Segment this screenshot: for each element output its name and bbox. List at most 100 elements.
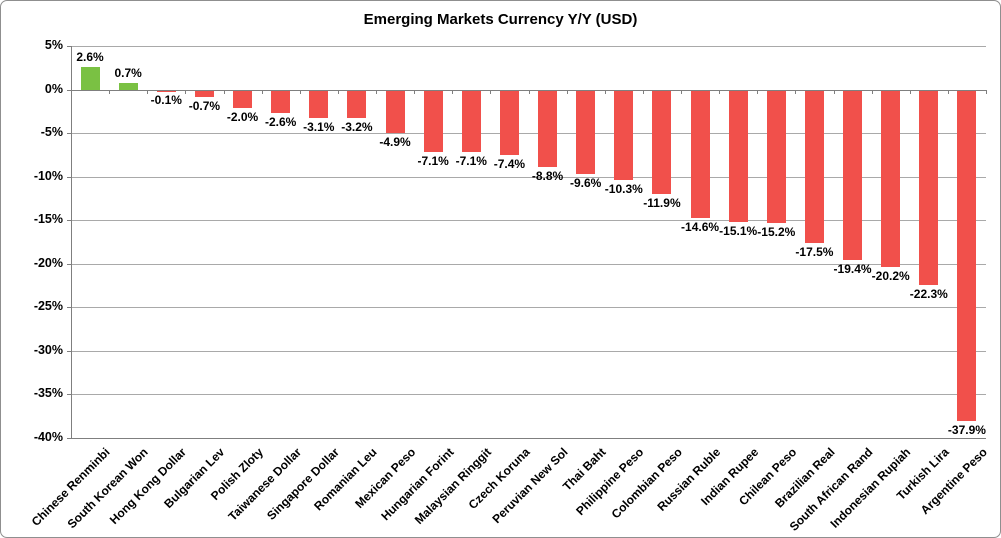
value-label: -7.1%: [417, 154, 449, 169]
value-label: -14.6%: [681, 219, 720, 234]
gridline: [71, 438, 986, 439]
bar-chilean-peso: [766, 90, 786, 223]
gridline: [71, 46, 986, 47]
y-axis-tick: [67, 176, 71, 178]
y-axis-label: -15%: [33, 212, 63, 227]
y-axis-label: -30%: [33, 342, 63, 357]
y-axis-label: 0%: [44, 81, 63, 96]
y-axis-tick: [67, 350, 71, 352]
y-axis-label: 5%: [44, 38, 63, 52]
y-axis-label: -10%: [33, 168, 63, 183]
bar-hungarian-forint: [423, 90, 443, 153]
category-tick: [909, 89, 911, 94]
bar-mexican-peso: [385, 90, 405, 134]
category-tick: [642, 89, 644, 94]
bar-russian-ruble: [690, 90, 710, 218]
category-tick: [71, 89, 72, 94]
bar-chinese-renminbi: [80, 66, 100, 90]
bar-taiwanese-dollar: [271, 90, 291, 114]
category-tick: [719, 89, 721, 94]
chart-title: Emerging Markets Currency Y/Y (USD): [363, 11, 638, 28]
y-axis-tick: [67, 46, 71, 47]
value-label: -11.9%: [643, 196, 681, 211]
bar-peruvian-new-sol: [538, 90, 558, 168]
category-tick: [681, 89, 682, 94]
gridline: [71, 394, 986, 396]
bar-hong-kong-dollar: [156, 90, 176, 92]
bar-polish-zloty: [233, 90, 253, 108]
y-axis-tick: [67, 220, 71, 222]
value-label: -2.6%: [265, 115, 297, 130]
category-tick: [337, 89, 339, 94]
y-axis-tick: [67, 89, 71, 91]
gridline: [71, 307, 986, 309]
value-label: -20.2%: [871, 268, 910, 283]
y-axis-label: -40%: [33, 430, 63, 444]
category-tick: [795, 89, 797, 94]
category-tick: [566, 89, 568, 94]
bar-indian-rupee: [728, 90, 748, 223]
value-label: -0.7%: [188, 98, 221, 113]
gridline: [71, 350, 986, 352]
gridline: [71, 176, 986, 178]
value-label: -22.3%: [909, 286, 948, 301]
value-label: 2.6%: [76, 49, 104, 64]
category-tick: [147, 89, 149, 94]
value-label: -7.1%: [455, 154, 487, 169]
category-tick: [947, 89, 949, 94]
bar-south-african-rand: [843, 90, 863, 260]
category-tick: [452, 89, 454, 94]
bar-colombian-peso: [652, 90, 672, 195]
x-axis-label: Argentine Peso: [917, 445, 990, 518]
category-tick: [871, 89, 873, 94]
bar-romanian-leu: [347, 90, 367, 119]
category-tick: [376, 89, 377, 94]
y-axis-label: -5%: [40, 125, 63, 140]
value-label: 0.7%: [114, 66, 142, 81]
bar-thai-baht: [576, 90, 596, 175]
bar-argentine-peso: [957, 90, 977, 421]
bar-philippine-peso: [614, 90, 634, 181]
value-label: -4.9%: [379, 135, 411, 150]
bar-singapore-dollar: [309, 90, 329, 118]
y-axis-label: -35%: [33, 386, 63, 401]
value-label: -15.2%: [757, 224, 796, 239]
bar-brazilian-real: [804, 90, 824, 243]
value-label: -9.6%: [570, 176, 602, 191]
category-tick: [490, 89, 492, 94]
y-axis-tick: [67, 133, 71, 135]
y-axis-tick: [67, 438, 71, 439]
bar-south-korean-won: [118, 83, 138, 90]
gridline: [71, 263, 986, 265]
y-axis-tick: [67, 263, 71, 265]
bar-malaysian-ringgit: [461, 90, 481, 153]
category-tick: [528, 89, 530, 94]
category-tick: [986, 89, 987, 94]
y-axis-line: [71, 46, 72, 438]
gridline: [71, 133, 986, 135]
value-label: -2.0%: [226, 109, 259, 124]
gridline: [71, 220, 986, 222]
bar-bulgarian-lev: [194, 90, 214, 97]
y-axis-tick: [67, 307, 71, 309]
category-tick: [223, 89, 225, 94]
category-tick: [185, 89, 187, 94]
value-label: -10.3%: [604, 182, 643, 197]
category-tick: [414, 89, 416, 94]
value-label: -8.8%: [531, 169, 564, 184]
value-label: -17.5%: [795, 245, 834, 259]
value-label: -7.4%: [493, 157, 526, 172]
value-label: -15.1%: [719, 224, 758, 239]
bar-turkish-lira: [919, 90, 939, 285]
category-tick: [299, 89, 301, 94]
value-label: -0.1%: [150, 93, 182, 108]
value-label: -3.1%: [303, 119, 335, 134]
category-tick: [757, 89, 759, 94]
x-axis-label: Philippine Peso: [573, 445, 647, 519]
category-tick: [261, 89, 263, 94]
bar-indonesian-rupiah: [881, 90, 901, 267]
category-tick: [604, 89, 606, 94]
value-label: -37.9%: [947, 422, 986, 437]
category-tick: [833, 89, 835, 94]
bar-czech-koruna: [499, 90, 519, 155]
